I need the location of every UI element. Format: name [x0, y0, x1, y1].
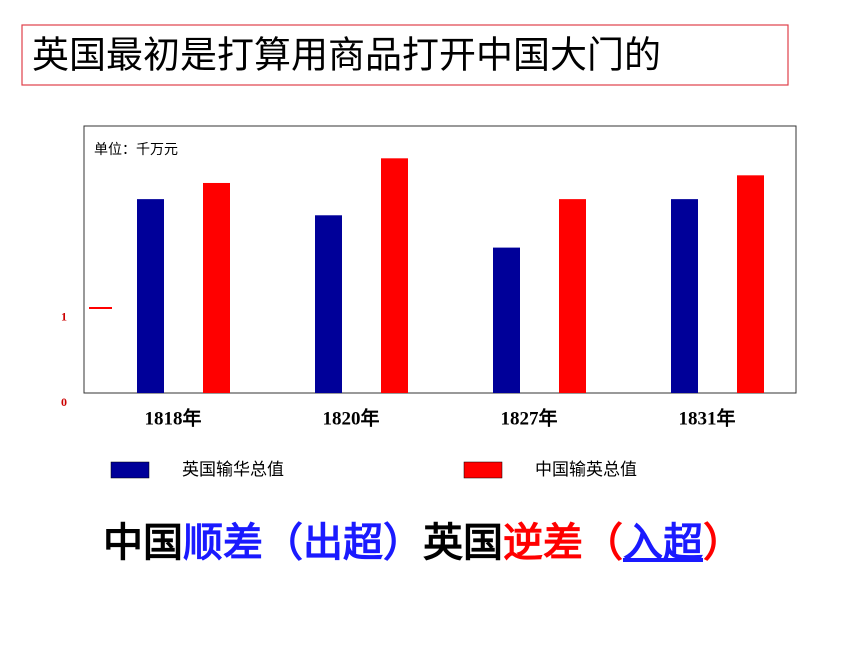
legend-label: 中国输英总值	[535, 460, 637, 480]
footer-text: 中国顺差（出超）英国逆差（入超）	[103, 520, 743, 566]
bar	[671, 199, 698, 393]
footer-segment: 英国	[423, 520, 503, 566]
footer-segment: 入超	[623, 520, 704, 566]
bar	[315, 215, 342, 393]
plot-frame	[83, 125, 797, 394]
bar	[493, 247, 520, 393]
title-box	[21, 24, 789, 86]
bar	[381, 158, 408, 393]
unit-label: 单位：千万元	[94, 142, 178, 158]
legend-swatch	[463, 461, 503, 479]
footer-segment: 顺差（出超）	[183, 520, 423, 566]
legend-label: 英国输华总值	[182, 460, 284, 480]
footer-segment: 逆差（	[503, 520, 623, 566]
bar	[203, 182, 230, 393]
x-tick-label: 1831年	[678, 406, 735, 429]
slide-title: 英国最初是打算用商品打开中国大门的	[32, 34, 661, 77]
x-tick-label: 1827年	[500, 406, 557, 429]
bar	[737, 175, 764, 393]
legend-swatch	[110, 461, 150, 479]
y-tick-label: 0	[61, 395, 67, 409]
x-tick-label: 1820年	[322, 406, 379, 429]
bar	[137, 199, 164, 393]
x-tick-label: 1818年	[144, 406, 201, 429]
footer-segment: ）	[703, 520, 743, 566]
footer-segment: 中国	[103, 520, 183, 566]
bar	[559, 199, 586, 393]
y-tick-label: 1	[61, 310, 67, 324]
